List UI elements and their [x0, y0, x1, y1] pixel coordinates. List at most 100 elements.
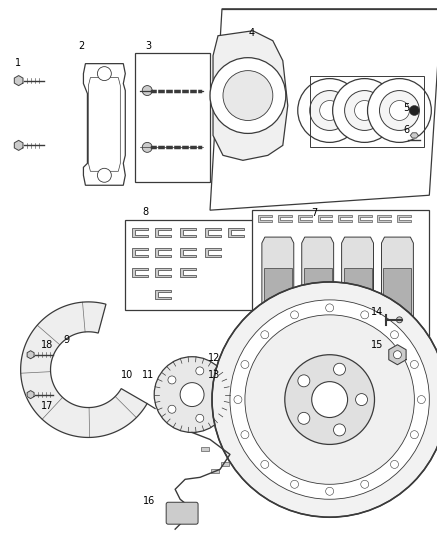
Bar — [299, 320, 307, 326]
Polygon shape — [155, 268, 171, 277]
Polygon shape — [210, 9, 438, 210]
Circle shape — [290, 311, 299, 319]
Circle shape — [410, 431, 418, 439]
Polygon shape — [27, 351, 34, 359]
Circle shape — [180, 383, 204, 407]
Circle shape — [345, 91, 385, 131]
Polygon shape — [180, 268, 196, 277]
Polygon shape — [357, 215, 371, 222]
Circle shape — [168, 405, 176, 413]
Polygon shape — [328, 365, 342, 372]
Circle shape — [320, 101, 339, 120]
Circle shape — [379, 91, 419, 131]
Bar — [259, 320, 267, 326]
Circle shape — [356, 393, 367, 406]
Circle shape — [97, 67, 111, 80]
Text: 7: 7 — [311, 208, 318, 218]
Circle shape — [241, 360, 249, 368]
Polygon shape — [278, 215, 292, 222]
Polygon shape — [205, 248, 221, 257]
Polygon shape — [14, 140, 23, 150]
Circle shape — [333, 424, 346, 436]
Text: 8: 8 — [142, 207, 148, 217]
Circle shape — [210, 58, 286, 133]
Polygon shape — [388, 365, 401, 372]
Circle shape — [142, 142, 152, 152]
Polygon shape — [21, 302, 147, 438]
Polygon shape — [132, 248, 148, 257]
Bar — [310, 76, 424, 148]
Circle shape — [298, 413, 310, 424]
Polygon shape — [180, 248, 196, 257]
Polygon shape — [262, 237, 294, 333]
Polygon shape — [298, 365, 312, 372]
Circle shape — [245, 315, 414, 484]
Bar — [252, 210, 429, 375]
Polygon shape — [180, 228, 196, 237]
Polygon shape — [155, 290, 171, 299]
Circle shape — [393, 351, 401, 359]
Circle shape — [361, 480, 369, 488]
Text: 1: 1 — [14, 58, 21, 68]
FancyBboxPatch shape — [166, 502, 198, 524]
Polygon shape — [88, 78, 120, 171]
Circle shape — [241, 431, 249, 439]
Circle shape — [261, 461, 269, 469]
Polygon shape — [302, 237, 334, 333]
Circle shape — [332, 78, 396, 142]
Text: 18: 18 — [42, 340, 54, 350]
Bar — [221, 462, 229, 466]
Bar — [343, 268, 371, 330]
Bar — [408, 320, 417, 326]
Circle shape — [391, 331, 399, 338]
Bar — [211, 470, 219, 473]
Polygon shape — [132, 268, 148, 277]
Text: 2: 2 — [78, 41, 85, 51]
Polygon shape — [397, 215, 411, 222]
Circle shape — [168, 376, 176, 384]
Circle shape — [417, 395, 425, 403]
Polygon shape — [205, 228, 221, 237]
Circle shape — [298, 78, 361, 142]
Bar — [368, 320, 377, 326]
Polygon shape — [268, 365, 282, 372]
Bar — [339, 320, 346, 326]
Polygon shape — [213, 31, 288, 160]
Bar — [289, 320, 297, 326]
Polygon shape — [155, 248, 171, 257]
Polygon shape — [14, 76, 23, 86]
Text: 3: 3 — [145, 41, 151, 51]
Bar — [328, 320, 337, 326]
Circle shape — [389, 101, 410, 120]
Polygon shape — [357, 365, 371, 372]
Text: 13: 13 — [208, 370, 220, 379]
Circle shape — [333, 364, 346, 375]
Circle shape — [97, 168, 111, 182]
Text: 10: 10 — [121, 370, 134, 379]
Circle shape — [212, 282, 438, 517]
Circle shape — [410, 106, 419, 116]
Circle shape — [312, 382, 348, 417]
Text: 4: 4 — [249, 28, 255, 38]
Text: 11: 11 — [142, 370, 154, 379]
Text: 6: 6 — [403, 125, 410, 135]
Circle shape — [154, 357, 230, 432]
Polygon shape — [298, 215, 312, 222]
Text: 9: 9 — [64, 335, 70, 345]
Polygon shape — [338, 215, 352, 222]
Circle shape — [261, 331, 269, 338]
Circle shape — [234, 395, 242, 403]
Polygon shape — [318, 215, 332, 222]
Polygon shape — [410, 133, 418, 138]
Circle shape — [142, 86, 152, 95]
Circle shape — [361, 311, 369, 319]
Polygon shape — [381, 237, 413, 333]
Circle shape — [367, 78, 431, 142]
Polygon shape — [378, 215, 392, 222]
Polygon shape — [27, 391, 34, 399]
Text: 12: 12 — [208, 353, 220, 363]
Text: 15: 15 — [371, 340, 384, 350]
Circle shape — [223, 71, 273, 120]
Circle shape — [196, 414, 204, 422]
Circle shape — [355, 101, 374, 120]
